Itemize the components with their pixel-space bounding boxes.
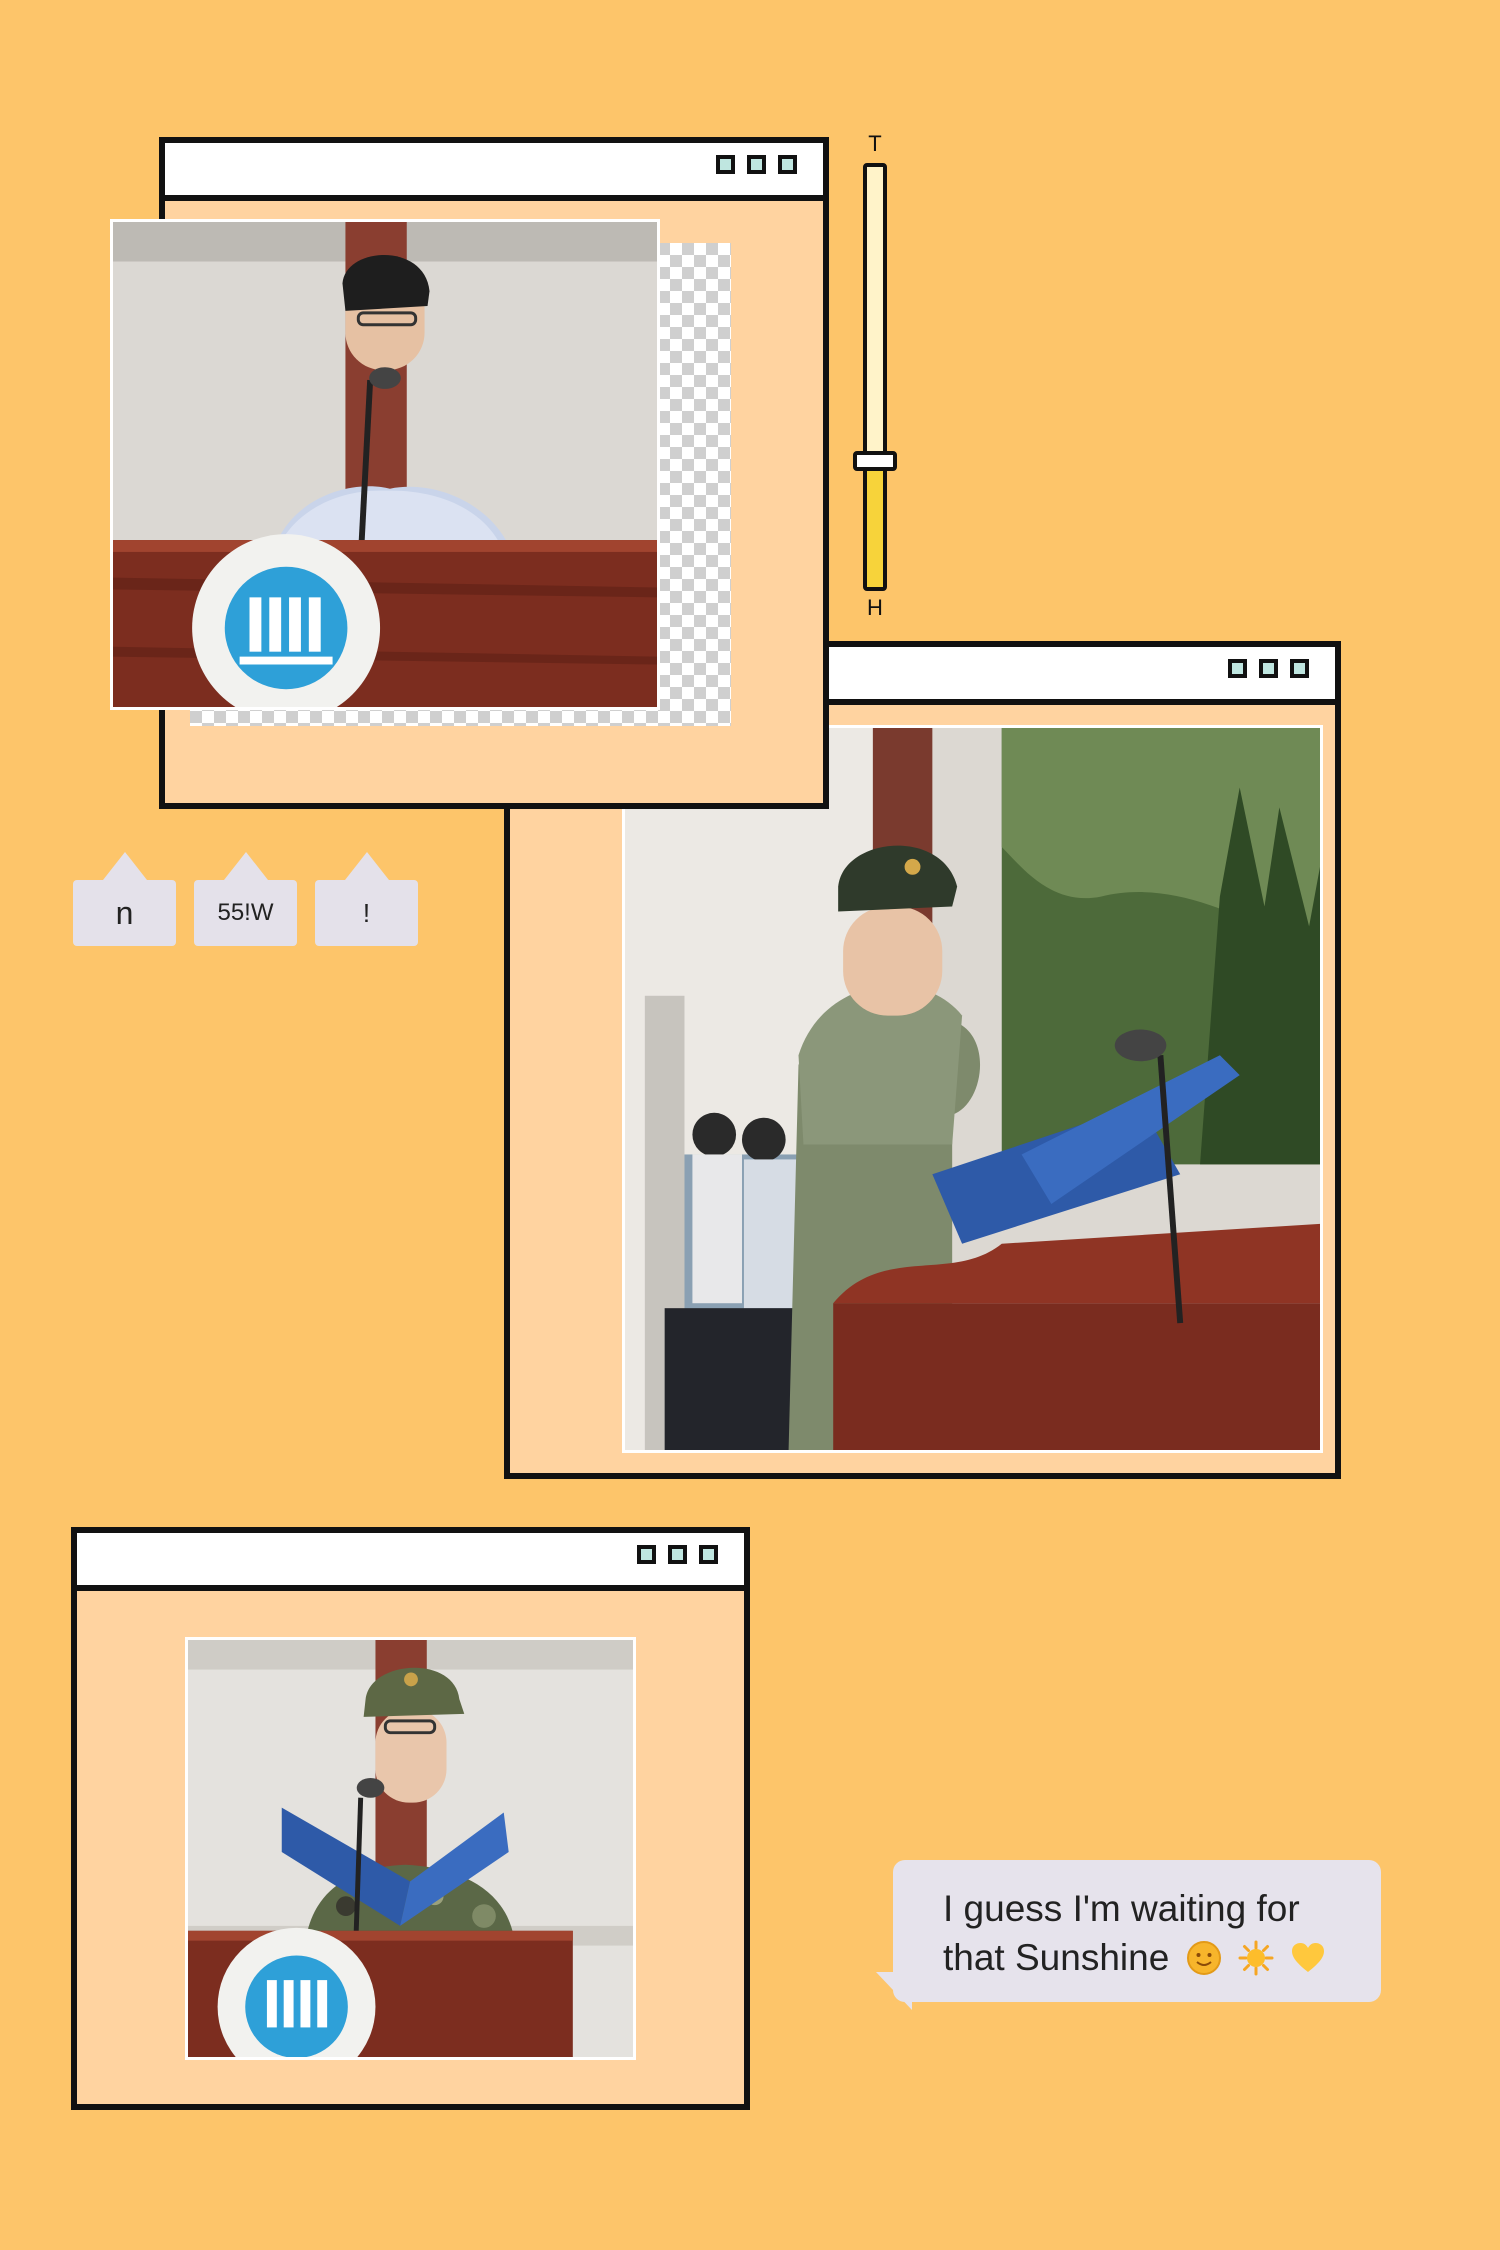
close-button[interactable] [699, 1545, 718, 1564]
soldier-reading-speech-photo [622, 725, 1323, 1453]
key-chip-3[interactable]: ! [315, 852, 418, 946]
window-top-titlebar[interactable] [165, 143, 823, 201]
maximize-button[interactable] [747, 155, 766, 174]
window-bottom [71, 1527, 750, 2110]
close-button[interactable] [1290, 659, 1309, 678]
window-controls [637, 1545, 718, 1564]
bubble-line-1: I guess I'm waiting for [943, 1888, 1300, 1929]
slider-fill [867, 461, 883, 587]
sun-with-face-icon [1186, 1941, 1221, 1975]
window-controls [1228, 659, 1309, 678]
slider-bottom-label: H [867, 595, 883, 620]
speech-bubble: I guess I'm waiting for that Sunshine [893, 1860, 1381, 2002]
maximize-button[interactable] [1259, 659, 1278, 678]
window-bottom-titlebar[interactable] [77, 1533, 744, 1591]
chip-label: n [115, 894, 134, 931]
student-camouflage-podium-photo [185, 1637, 636, 2060]
bubble-line-2-text: that Sunshine [943, 1937, 1170, 1978]
bubble-line-2: that Sunshine [943, 1933, 1351, 1982]
minimize-button[interactable] [716, 155, 735, 174]
close-button[interactable] [778, 155, 797, 174]
minimize-button[interactable] [1228, 659, 1247, 678]
key-chip-2[interactable]: 55!W [194, 852, 297, 946]
key-chip-1[interactable]: n [73, 852, 176, 946]
slider-handle[interactable] [853, 451, 897, 471]
vertical-slider[interactable] [863, 163, 887, 591]
window-controls [716, 155, 797, 174]
chip-label: ! [362, 897, 371, 928]
slider-top-label: T [868, 131, 882, 156]
yellow-heart-icon [1292, 1943, 1325, 1972]
speaker-man-at-podium-photo [110, 219, 660, 710]
sun-icon [1238, 1940, 1274, 1976]
chip-label: 55!W [217, 899, 274, 926]
minimize-button[interactable] [637, 1545, 656, 1564]
maximize-button[interactable] [668, 1545, 687, 1564]
